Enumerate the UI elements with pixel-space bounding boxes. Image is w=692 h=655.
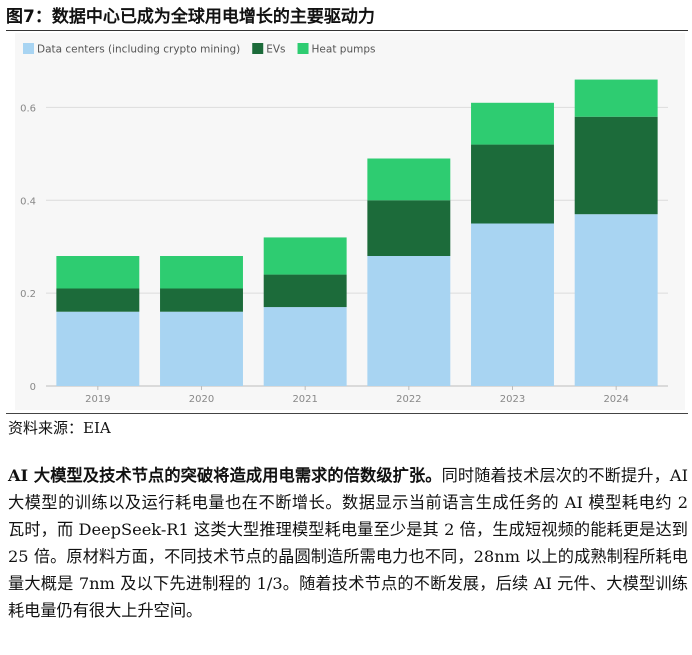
title-divider <box>6 30 688 31</box>
bar-segment <box>367 256 451 386</box>
legend-swatch <box>23 43 34 54</box>
bar-segment <box>263 274 347 308</box>
x-tick-label: 2021 <box>292 394 317 405</box>
chart-area: 0 0.2 0.4 0.6 2019 2020 2021 2022 2023 2024 Data c… <box>6 33 688 410</box>
x-tick-label: 2020 <box>189 394 214 405</box>
bar-segment <box>263 237 347 275</box>
bar-segment <box>367 200 451 256</box>
y-tick-label: 0.4 <box>20 196 36 207</box>
body-paragraph: AI 大模型及技术节点的突破将造成用电需求的倍数级扩张。同时随着技术层次的不断提… <box>8 462 688 624</box>
bar-segment <box>574 116 658 215</box>
bar-segment <box>160 256 243 289</box>
y-tick-label: 0.6 <box>20 103 36 114</box>
source-note: 资料来源：EIA <box>8 419 111 437</box>
legend-label: EVs <box>266 44 285 56</box>
figure-title: 图7：数据中心已成为全球用电增长的主要驱动力 <box>6 7 375 27</box>
bar-segment <box>56 311 140 386</box>
bar-segment <box>471 223 554 386</box>
body-text: 同时随着技术层次的不断提升，AI 大模型的训练以及运行耗电量也在不断增长。数据显… <box>8 466 688 620</box>
bar-segment <box>471 144 554 224</box>
legend-label: Heat pumps <box>312 44 376 56</box>
bar-segment <box>574 79 658 117</box>
bar-segment <box>263 307 347 386</box>
legend-label: Data centers (including crypto mining) <box>37 44 240 56</box>
bar-segment <box>574 214 658 386</box>
x-tick-label: 2024 <box>603 394 628 405</box>
bar-segment <box>367 158 451 201</box>
bar-segment <box>56 256 140 289</box>
bar-segment <box>471 102 554 145</box>
bottom-divider <box>6 413 688 414</box>
y-tick-label: 0.2 <box>20 289 36 300</box>
bar-segment <box>56 288 140 312</box>
x-tick-label: 2023 <box>500 394 525 405</box>
legend-swatch <box>252 43 264 54</box>
x-tick-label: 2022 <box>396 394 421 405</box>
x-tick-label: 2019 <box>85 394 110 405</box>
bar-segment <box>160 311 243 386</box>
bar-segment <box>160 288 243 312</box>
stacked-bar-chart: 0 0.2 0.4 0.6 2019 2020 2021 2022 2023 2024 Data c… <box>15 33 685 410</box>
y-tick-label: 0 <box>30 382 36 393</box>
lead-sentence: AI 大模型及技术节点的突破将造成用电需求的倍数级扩张。 <box>8 466 442 485</box>
legend-swatch <box>297 43 309 54</box>
